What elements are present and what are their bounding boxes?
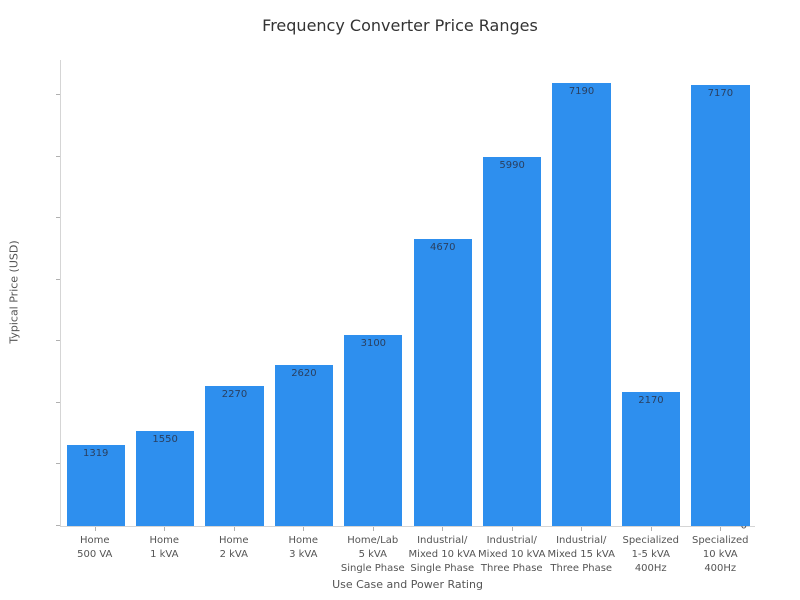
bar-series: 1319 1550 2270 2620 3100 4670 5990 7190 2170 7170 [61, 60, 755, 526]
x-tick-label-line: 1 kVA [150, 549, 179, 560]
x-tick-label: Industrial/Mixed 15 kVA Three Phase [547, 527, 617, 576]
x-tick-mark [511, 527, 513, 531]
x-tick-mark [650, 527, 652, 531]
y-axis-title: Typical Price (USD) [7, 240, 21, 344]
x-tick-label-line: 5 kVA [358, 549, 387, 560]
bar-value-label: 7170 [707, 87, 734, 99]
y-tick-mark [56, 525, 60, 526]
x-axis-title: Use Case and Power Rating [332, 578, 483, 591]
bar-value-label: 1550 [152, 433, 178, 445]
x-tick-label-line: Industrial/ [556, 535, 607, 546]
bar-slot: 2170 [616, 60, 685, 526]
x-tick-label-line: Single Phase [340, 563, 405, 574]
x-tick-label-line: 3 kVA [289, 549, 318, 560]
x-tick-mark [303, 527, 305, 531]
y-tick-mark [56, 401, 60, 403]
bar: 7170 [691, 84, 750, 526]
x-tick-mark [372, 527, 374, 531]
x-tick-label-line: Home [218, 535, 249, 546]
bar-slot: 2270 [200, 60, 269, 526]
bar-slot: 5990 [477, 60, 546, 526]
y-tick-mark [56, 463, 60, 465]
bar-value-label: 3100 [360, 338, 387, 350]
x-tick-label: Specialized 1-5 kVA 400Hz [616, 527, 686, 576]
x-tick-mark [720, 527, 722, 531]
x-tick-label: Home 1 kVA [130, 527, 200, 576]
bar-slot: 1319 [61, 60, 130, 526]
bar-value-label: 4670 [430, 241, 456, 253]
x-axis-ticks: Home 500 VA Home 1 kVA Home 2 kVA Home 3 kVA Hom… [60, 527, 755, 576]
bar: 4670 [413, 238, 472, 526]
bar: 2620 [274, 364, 334, 526]
bar: 3100 [344, 335, 403, 526]
bar-value-label: 2170 [638, 395, 664, 407]
bar: 5990 [482, 157, 542, 526]
x-tick-label-line: Mixed 10 kVA [478, 549, 546, 560]
bar: 1550 [135, 430, 195, 526]
bar-slot: 7190 [547, 60, 616, 526]
x-tick-label-line: Three Phase [550, 563, 613, 574]
x-tick-label-line: 1-5 kVA [631, 549, 670, 560]
x-tick-label: Home 500 VA [60, 527, 130, 576]
y-tick-mark [56, 217, 60, 219]
x-tick-label-line: Single Phase [410, 563, 475, 574]
x-tick-label-line: Specialized [691, 535, 749, 546]
bar-value-label: 5990 [499, 160, 525, 172]
bar-slot: 7170 [686, 60, 755, 526]
x-tick-label: Industrial/Mixed 10 kVA Single Phase [408, 527, 478, 576]
x-tick-label-line: Specialized [622, 535, 680, 546]
bar: 2270 [205, 386, 264, 526]
x-tick-label-line: Home/Lab [347, 535, 399, 546]
x-tick-label-line: Mixed 15 kVA [547, 549, 615, 560]
x-tick-mark [581, 527, 583, 531]
x-tick-label-line: Industrial/ [486, 535, 537, 546]
bar-value-label: 2270 [221, 389, 248, 401]
x-tick-label-line: 400Hz [634, 563, 667, 574]
bar-value-label: 1319 [82, 447, 109, 459]
x-tick-label: Home 2 kVA [199, 527, 269, 576]
bar-slot: 2620 [269, 60, 338, 526]
bar-slot: 3100 [339, 60, 408, 526]
bar-value-label: 2620 [291, 367, 317, 379]
x-tick-label-line: 10 kVA [702, 549, 738, 560]
x-tick-label-line: Mixed 10 kVA [408, 549, 476, 560]
y-tick-mark [56, 94, 60, 96]
x-tick-label: Home/Lab 5 kVA Single Phase [338, 527, 408, 576]
y-tick-mark [56, 340, 60, 342]
x-tick-label-line: 500 VA [77, 549, 113, 560]
bar: 2170 [621, 392, 681, 526]
x-tick-label-line: Home [149, 535, 180, 546]
bar-slot: 4670 [408, 60, 477, 526]
x-tick-mark [164, 527, 166, 531]
x-tick-label-line: 2 kVA [219, 549, 248, 560]
x-tick-mark [442, 527, 444, 531]
y-tick-mark [56, 278, 60, 280]
x-tick-mark [233, 527, 235, 531]
bar-slot: 1550 [130, 60, 199, 526]
x-tick-label-line: Home [79, 535, 110, 546]
x-tick-label: Specialized 10 kVA 400Hz [686, 527, 756, 576]
x-tick-label-line: 400Hz [704, 563, 737, 574]
x-tick-label-line: Industrial/ [417, 535, 468, 546]
x-tick-label-line: Three Phase [480, 563, 543, 574]
x-tick-label-line: Home [288, 535, 319, 546]
x-tick-mark [94, 527, 96, 531]
bar-value-label: 7190 [568, 86, 595, 98]
bar: 1319 [66, 444, 125, 526]
y-tick-label: 0 [740, 520, 747, 532]
y-tick-mark [56, 155, 60, 157]
x-tick-label: Industrial/Mixed 10 kVA Three Phase [477, 527, 547, 576]
plot-area: 01000200030004000500060007000 1319155022… [56, 60, 755, 532]
x-tick-label: Home 3 kVA [269, 527, 339, 576]
chart-title: Frequency Converter Price Ranges [262, 16, 538, 35]
bar: 7190 [552, 83, 611, 526]
